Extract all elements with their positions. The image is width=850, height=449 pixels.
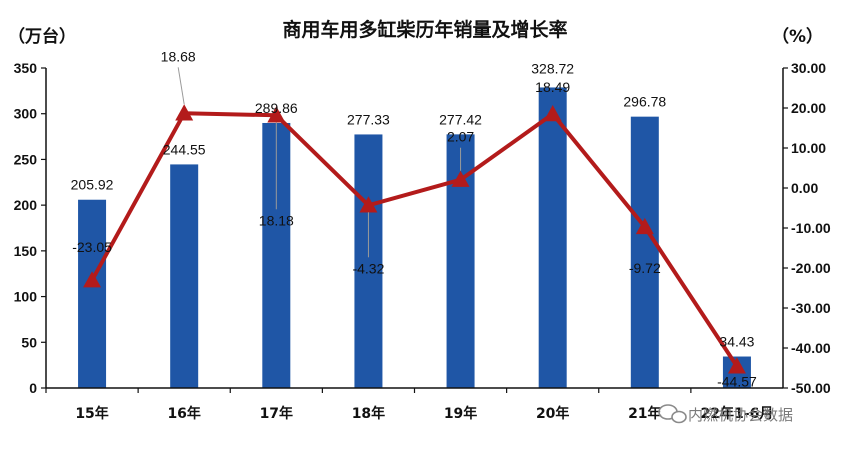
growth-marker-3 [359, 196, 378, 213]
bar-6 [630, 116, 659, 388]
left-tick-label-2: 100 [14, 289, 38, 305]
bar-value-label-7: 34.43 [719, 334, 754, 350]
growth-marker-1 [175, 104, 194, 121]
wechat-icon [658, 404, 687, 424]
x-tick-label-4: 19年 [444, 405, 477, 422]
left-tick-label-0: 0 [29, 380, 37, 396]
growth-value-label-5: 18.49 [535, 79, 570, 95]
data-labels: 205.92 244.55 289.86 277.33 277.42 328.72 296.… [71, 48, 757, 389]
x-tick-label-2: 17年 [260, 405, 293, 422]
axes: 0 50 100 150 200 250 300 350 -50.00 -40.00 -30.00 -… [14, 60, 831, 422]
left-tick-label-4: 200 [14, 197, 38, 213]
growth-value-label-1: 18.68 [161, 48, 196, 64]
left-tick-label-6: 300 [14, 106, 38, 122]
growth-line-series [83, 104, 746, 374]
growth-marker-4 [451, 170, 470, 187]
right-tick-label-8: 30.00 [791, 60, 826, 76]
bar-5 [538, 87, 567, 389]
bar-value-label-4: 277.42 [439, 111, 482, 127]
bar-value-label-2: 289.86 [255, 100, 298, 116]
left-tick-label-5: 250 [14, 151, 38, 167]
x-tick-label-7: 22年1-6月 [701, 405, 774, 422]
bar-value-label-0: 205.92 [71, 177, 114, 193]
right-tick-label-1: -40.00 [791, 340, 831, 356]
growth-marker-2 [267, 106, 286, 123]
growth-line [90, 111, 739, 368]
growth-value-label-0: -23.05 [72, 239, 112, 255]
growth-marker-7 [727, 357, 746, 374]
bar-0 [78, 199, 107, 388]
growth-value-label-4: 2.07 [447, 129, 474, 145]
bar-value-label-6: 296.78 [623, 94, 666, 110]
growth-value-label-7: -44.57 [717, 373, 757, 389]
right-tick-label-0: -50.00 [791, 380, 831, 396]
right-tick-label-6: 10.00 [791, 140, 826, 156]
growth-value-label-6: -9.72 [629, 260, 661, 276]
bar-3 [354, 134, 383, 388]
growth-marker-0 [83, 271, 102, 288]
left-tick-label-3: 150 [14, 243, 38, 259]
right-tick-label-3: -20.00 [791, 260, 831, 276]
x-tick-label-5: 20年 [536, 405, 569, 422]
growth-value-label-3: -4.32 [352, 260, 384, 276]
x-tick-label-1: 16年 [167, 405, 200, 422]
bar-series [78, 87, 751, 389]
bar-value-label-1: 244.55 [163, 141, 206, 157]
right-tick-label-5: 0.00 [791, 180, 818, 196]
growth-marker-6 [635, 217, 654, 235]
growth-leader-line-1 [177, 67, 185, 105]
right-tick-label-7: 20.00 [791, 100, 826, 116]
watermark: 内燃机协会数据 [658, 404, 793, 424]
left-axis-unit: （万台） [8, 26, 76, 47]
bar-1 [170, 164, 199, 388]
x-tick-label-6: 21年 [628, 405, 661, 422]
right-tick-label-4: -10.00 [791, 220, 831, 236]
left-tick-label-7: 350 [14, 60, 38, 76]
growth-value-label-2: 18.18 [259, 212, 294, 228]
watermark-text: 内燃机协会数据 [688, 406, 793, 424]
bar-value-label-5: 328.72 [531, 60, 574, 76]
bar-value-label-3: 277.33 [347, 111, 390, 127]
growth-marker-5 [543, 105, 562, 122]
x-tick-label-3: 18年 [352, 405, 385, 422]
right-axis-unit: （%） [772, 26, 823, 47]
x-tick-label-0: 15年 [75, 405, 108, 422]
left-tick-label-1: 50 [21, 334, 37, 350]
right-tick-label-2: -30.00 [791, 300, 831, 316]
chart-title: 商用车用多缸柴历年销量及增长率 [282, 18, 567, 41]
